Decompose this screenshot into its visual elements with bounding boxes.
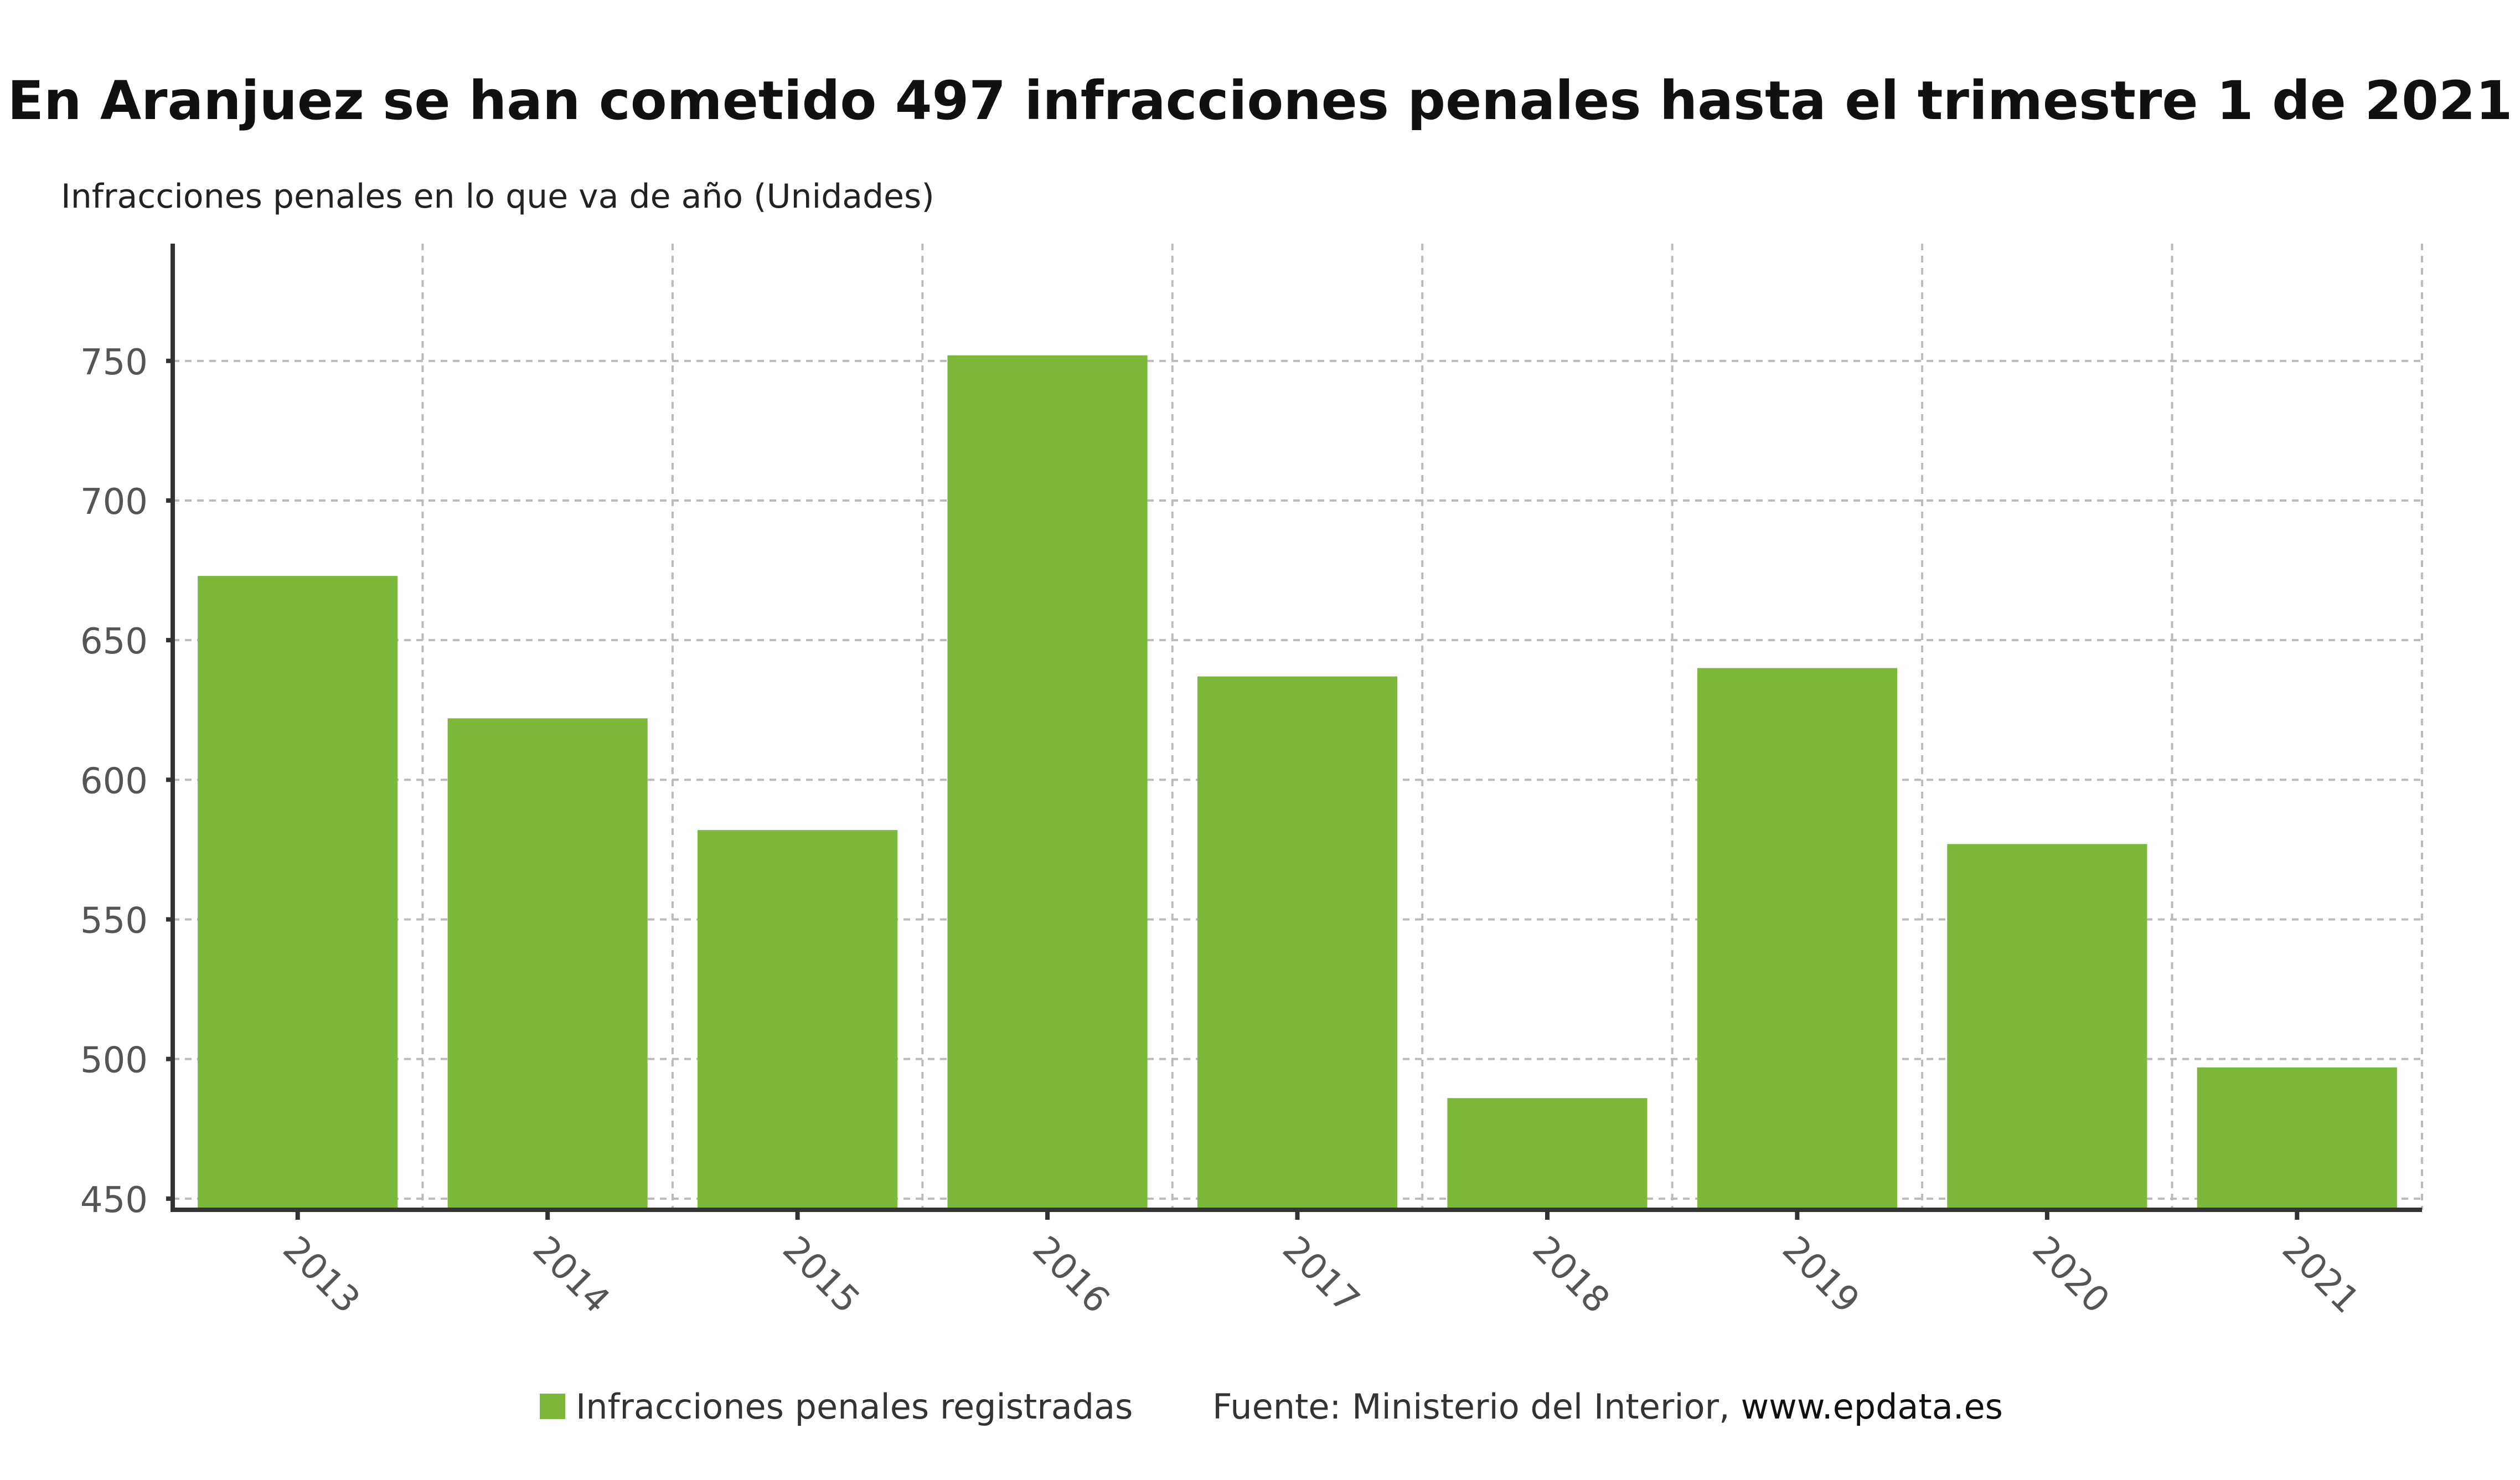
bar-2020 bbox=[1947, 844, 2147, 1210]
y-tick-label: 550 bbox=[80, 900, 148, 941]
bar-2014 bbox=[447, 718, 648, 1210]
x-tick-label: 2019 bbox=[1774, 1229, 1867, 1321]
x-tick-label: 2013 bbox=[275, 1229, 367, 1321]
y-tick-label: 650 bbox=[80, 621, 148, 662]
y-tick-label: 600 bbox=[80, 761, 148, 802]
x-tick-label: 2021 bbox=[2274, 1229, 2367, 1321]
y-tick-label: 500 bbox=[80, 1040, 148, 1081]
chart-title: En Aranjuez se han cometido 497 infracci… bbox=[7, 70, 2512, 132]
source-prefix: Fuente: Ministerio del Interior, bbox=[1212, 1386, 1741, 1427]
y-axis-ticks: 450 500 550 600 650 700 750 bbox=[80, 342, 173, 1221]
source-note: Fuente: Ministerio del Interior, www.epd… bbox=[1212, 1386, 2003, 1427]
x-tick-label: 2015 bbox=[774, 1229, 867, 1321]
legend-swatch bbox=[540, 1394, 565, 1419]
x-tick-label: 2020 bbox=[2025, 1229, 2117, 1321]
bar-2013 bbox=[198, 576, 398, 1210]
y-tick-label: 700 bbox=[80, 482, 148, 523]
x-tick-label: 2014 bbox=[525, 1229, 617, 1321]
y-tick-label: 750 bbox=[80, 342, 148, 383]
chart-subtitle: Infracciones penales en lo que va de año… bbox=[61, 177, 934, 216]
bar-2016 bbox=[947, 355, 1148, 1210]
x-tick-label: 2016 bbox=[1025, 1229, 1117, 1321]
bar-2015 bbox=[698, 830, 898, 1210]
legend-label: Infracciones penales registradas bbox=[576, 1386, 1133, 1427]
bar-2018 bbox=[1447, 1098, 1648, 1210]
x-axis-ticks: 2013 2014 2015 2016 2017 2018 2019 2020 2021 bbox=[275, 1210, 2367, 1321]
legend: Infracciones penales registradas bbox=[540, 1386, 1133, 1427]
x-tick-label: 2017 bbox=[1274, 1229, 1367, 1321]
source-link[interactable]: www.epdata.es bbox=[1741, 1386, 2002, 1427]
bars bbox=[198, 355, 2397, 1210]
bar-2019 bbox=[1697, 668, 1897, 1210]
bar-2021 bbox=[2197, 1067, 2397, 1210]
y-tick-label: 450 bbox=[80, 1180, 148, 1221]
bar-2017 bbox=[1197, 676, 1398, 1210]
x-tick-label: 2018 bbox=[1525, 1229, 1617, 1321]
